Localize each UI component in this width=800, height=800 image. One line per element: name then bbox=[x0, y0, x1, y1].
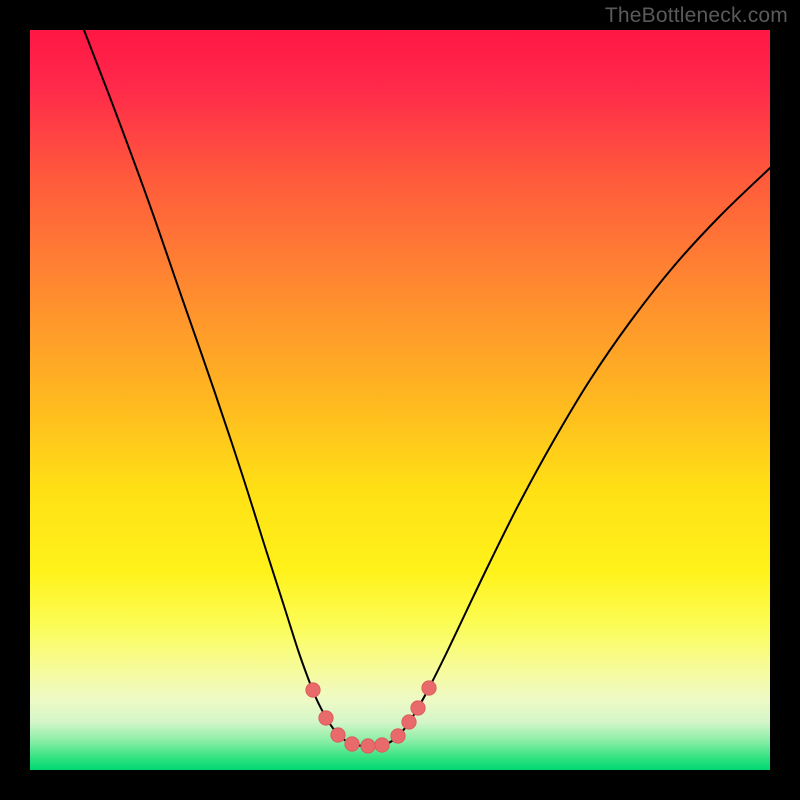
data-marker bbox=[345, 737, 359, 751]
data-marker bbox=[391, 729, 405, 743]
gradient-background bbox=[30, 30, 770, 770]
bottleneck-chart bbox=[0, 0, 800, 800]
data-marker bbox=[422, 681, 436, 695]
data-marker bbox=[402, 715, 416, 729]
data-marker bbox=[411, 701, 425, 715]
watermark-text: TheBottleneck.com bbox=[605, 4, 788, 28]
data-marker bbox=[375, 738, 389, 752]
data-marker bbox=[306, 683, 320, 697]
plot-area bbox=[30, 30, 770, 770]
data-marker bbox=[361, 739, 375, 753]
data-marker bbox=[331, 728, 345, 742]
data-marker bbox=[319, 711, 333, 725]
